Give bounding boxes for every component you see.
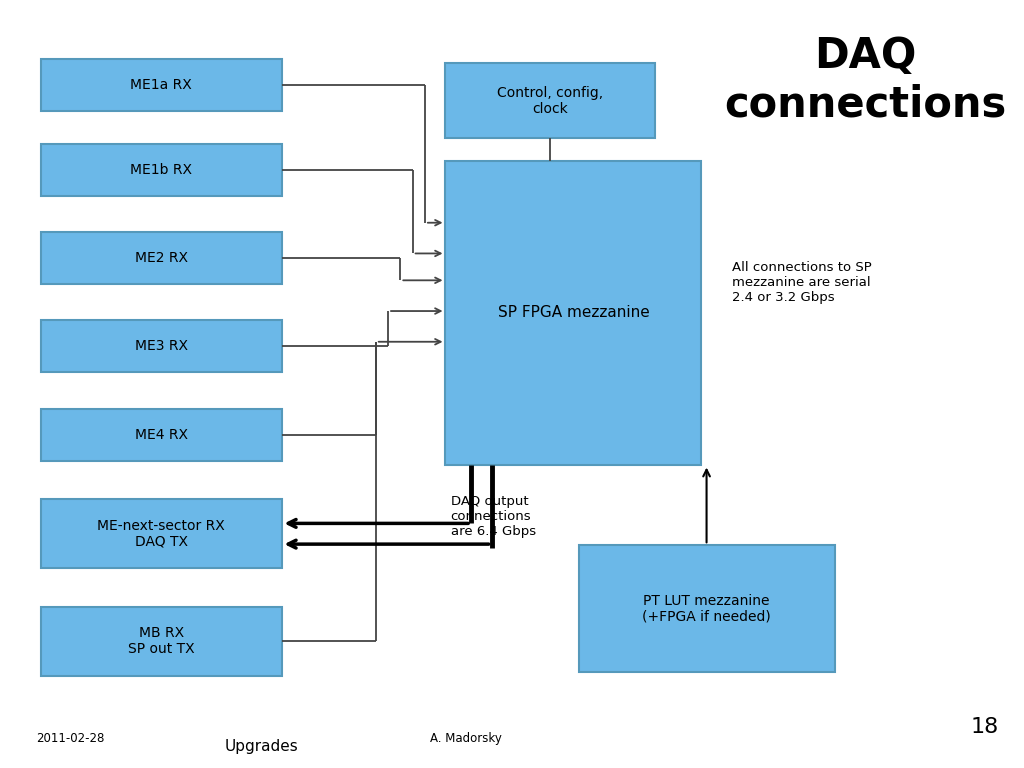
Text: SP FPGA mezzanine: SP FPGA mezzanine (498, 306, 649, 320)
FancyBboxPatch shape (41, 607, 282, 676)
Text: ME1b RX: ME1b RX (130, 163, 193, 177)
Text: A. Madorsky: A. Madorsky (430, 732, 502, 745)
Text: MB RX
SP out TX: MB RX SP out TX (128, 626, 195, 657)
Text: Upgrades: Upgrades (224, 739, 298, 754)
FancyBboxPatch shape (445, 161, 701, 465)
Text: ME1a RX: ME1a RX (130, 78, 193, 92)
FancyBboxPatch shape (41, 499, 282, 568)
Text: ME-next-sector RX
DAQ TX: ME-next-sector RX DAQ TX (97, 518, 225, 549)
Text: 18: 18 (970, 717, 998, 737)
FancyBboxPatch shape (41, 59, 282, 111)
Text: Control, config,
clock: Control, config, clock (498, 85, 603, 116)
FancyBboxPatch shape (579, 545, 835, 672)
FancyBboxPatch shape (41, 144, 282, 196)
FancyBboxPatch shape (445, 63, 655, 138)
FancyBboxPatch shape (41, 320, 282, 372)
FancyBboxPatch shape (41, 409, 282, 461)
Text: 2011-02-28: 2011-02-28 (36, 732, 104, 745)
Text: PT LUT mezzanine
(+FPGA if needed): PT LUT mezzanine (+FPGA if needed) (642, 594, 771, 624)
Text: ME4 RX: ME4 RX (135, 428, 187, 442)
Text: All connections to SP
mezzanine are serial
2.4 or 3.2 Gbps: All connections to SP mezzanine are seri… (732, 261, 871, 304)
Text: DAQ output
connections
are 6.4 Gbps: DAQ output connections are 6.4 Gbps (451, 495, 536, 538)
Text: ME3 RX: ME3 RX (135, 339, 187, 353)
FancyBboxPatch shape (41, 232, 282, 284)
Text: ME2 RX: ME2 RX (135, 251, 187, 265)
Text: DAQ
connections: DAQ connections (724, 35, 1007, 125)
